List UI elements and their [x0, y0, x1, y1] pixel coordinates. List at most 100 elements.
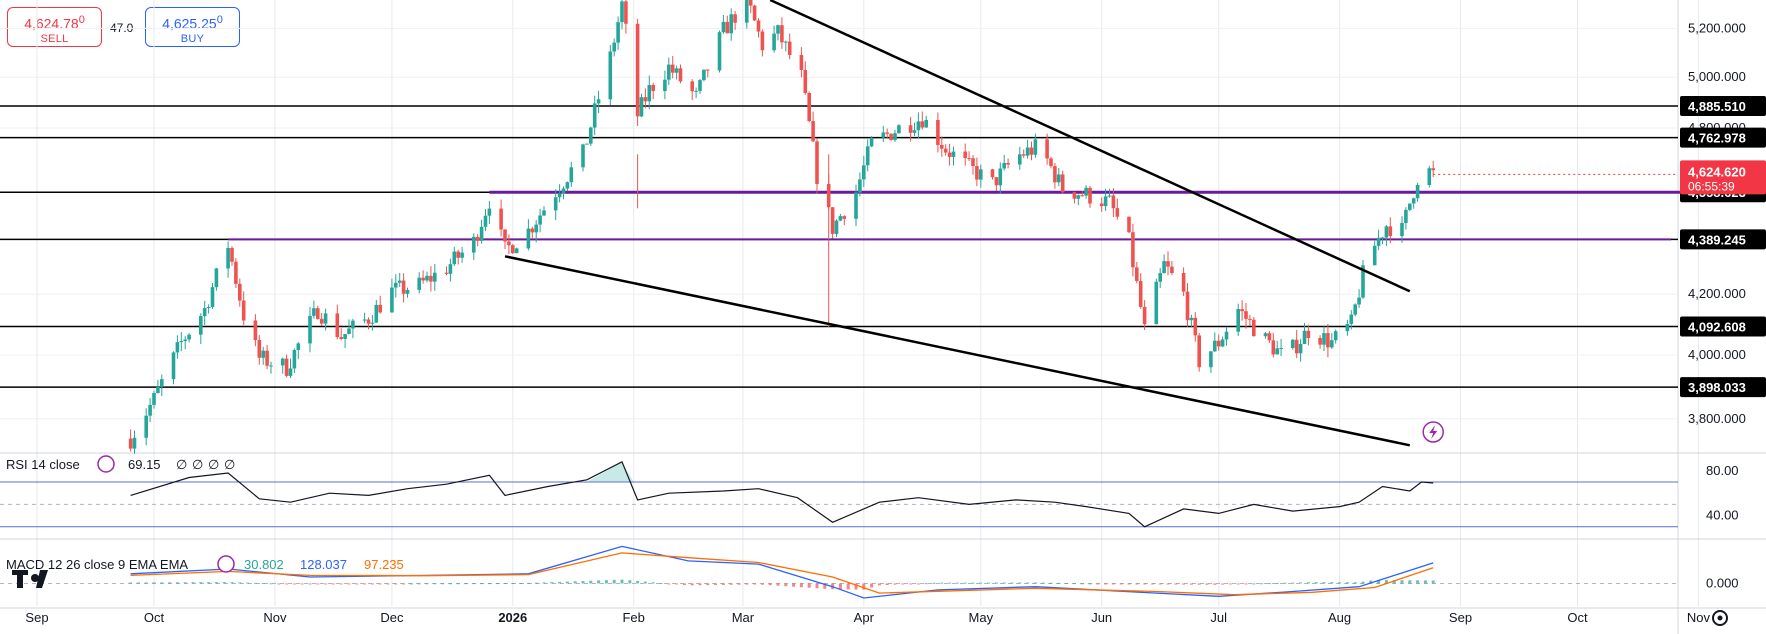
candle-up [175, 342, 180, 353]
indicator-settings-icon[interactable] [217, 555, 235, 573]
candle-up [405, 289, 410, 294]
candle-up [702, 69, 706, 81]
time-axis-label: Sep [25, 610, 48, 625]
candle-down [475, 236, 480, 241]
candle-up [854, 192, 858, 219]
candle-up [308, 315, 312, 344]
candle-down [257, 339, 262, 358]
macd-histogram-bar [1400, 580, 1404, 584]
candle-down [943, 148, 948, 153]
candle-up [1404, 209, 1408, 223]
trendline-upper[interactable] [769, 0, 1411, 293]
candle-up [210, 287, 215, 308]
macd-histogram-bar [394, 583, 398, 585]
candle-up [674, 68, 679, 73]
macd-histogram-bar [932, 582, 936, 584]
candle-up [745, 0, 749, 23]
candle-up [1279, 347, 1283, 349]
candle-down [234, 261, 238, 284]
candle-down [624, 1, 628, 24]
candle-up [483, 215, 488, 227]
candle-up [288, 368, 293, 376]
rsi-title: RSI 14 close [6, 457, 80, 472]
level-price-tag [1680, 229, 1766, 250]
time-axis-label: Apr [854, 610, 875, 625]
gear-icon[interactable] [1712, 610, 1728, 626]
lightning-glyph [1429, 424, 1438, 439]
macd-histogram-bar [729, 583, 733, 585]
macd-histogram-bar [1033, 582, 1037, 584]
time-axis-label: 2026 [498, 610, 527, 625]
candle-up [542, 210, 546, 216]
candle-down [690, 81, 694, 92]
macd-histogram-bar [799, 583, 803, 588]
macd-histogram-bar [1338, 582, 1342, 584]
candle-up [1408, 203, 1412, 210]
candle-down [760, 31, 765, 51]
macd-histogram-bar [1104, 583, 1108, 585]
candle-down [503, 229, 507, 242]
macd-histogram-bar [901, 583, 905, 585]
macd-histogram-bar [1267, 583, 1271, 585]
macd-histogram-bar [745, 583, 749, 585]
candle-up [1411, 198, 1416, 204]
macd-histogram-bar [604, 580, 608, 584]
macd-histogram-bar [409, 583, 413, 585]
candle-up [663, 79, 667, 92]
buy-label: BUY [180, 32, 205, 45]
macd-histogram-bar [776, 583, 780, 586]
candle-down [1142, 306, 1147, 325]
macd-histogram-bar [1291, 582, 1295, 584]
macd-histogram-bar [916, 583, 920, 585]
candle-up [1107, 195, 1112, 197]
level-price-label: 4,885.510 [1688, 99, 1746, 114]
time-axis-label: Mar [732, 610, 755, 625]
candle-down [678, 68, 683, 82]
candle-up [425, 275, 429, 281]
macd-histogram-bar [355, 583, 359, 585]
gear-icon-center [1717, 615, 1723, 621]
macd-histogram-bar [667, 583, 671, 585]
trendline-lower[interactable] [504, 255, 1411, 447]
macd-histogram-bar [1322, 582, 1326, 584]
candle-up [569, 167, 574, 183]
candle-up [1084, 187, 1088, 196]
candle-down [842, 216, 847, 219]
macd-histogram-bar [1244, 583, 1248, 585]
macd-histogram-bar [862, 583, 866, 590]
candle-up [417, 277, 421, 290]
candle-down [967, 158, 971, 160]
rsi-axis-tick: 40.00 [1706, 508, 1739, 523]
macd-histogram-bar [597, 580, 601, 584]
indicator-settings-icon[interactable] [97, 455, 115, 473]
macd-value: 128.037 [300, 557, 347, 572]
candle-up [784, 41, 788, 43]
candle-up [838, 216, 843, 221]
candle-up [565, 182, 570, 189]
macd-histogram-bar [316, 583, 320, 585]
level-price-tag [1680, 96, 1766, 117]
candle-down [1181, 273, 1186, 292]
candle-up [1158, 273, 1162, 282]
macd-histogram-bar [909, 583, 913, 585]
candle-down [936, 120, 940, 145]
candle-down [920, 121, 925, 128]
candle-down [643, 97, 648, 102]
candle-down [651, 84, 655, 92]
macd-histogram-bar [1330, 582, 1334, 584]
candle-up [912, 130, 917, 133]
macd-histogram-bar [760, 583, 764, 585]
time-axis-label: Jun [1091, 610, 1112, 625]
candle-up [452, 251, 457, 265]
macd-histogram-bar [994, 582, 998, 584]
candle-up [1025, 147, 1030, 156]
macd-histogram-bar [955, 582, 959, 584]
macd-histogram-bar [1096, 583, 1100, 585]
macd-histogram-bar [1275, 582, 1279, 584]
logo-mark [17, 570, 23, 588]
buy-button[interactable]: 4,625.250 BUY [145, 7, 240, 47]
macd-histogram-bar [784, 583, 788, 587]
sell-button[interactable]: 4,624.780 SELL [7, 7, 102, 47]
macd-histogram-bar [550, 582, 554, 584]
